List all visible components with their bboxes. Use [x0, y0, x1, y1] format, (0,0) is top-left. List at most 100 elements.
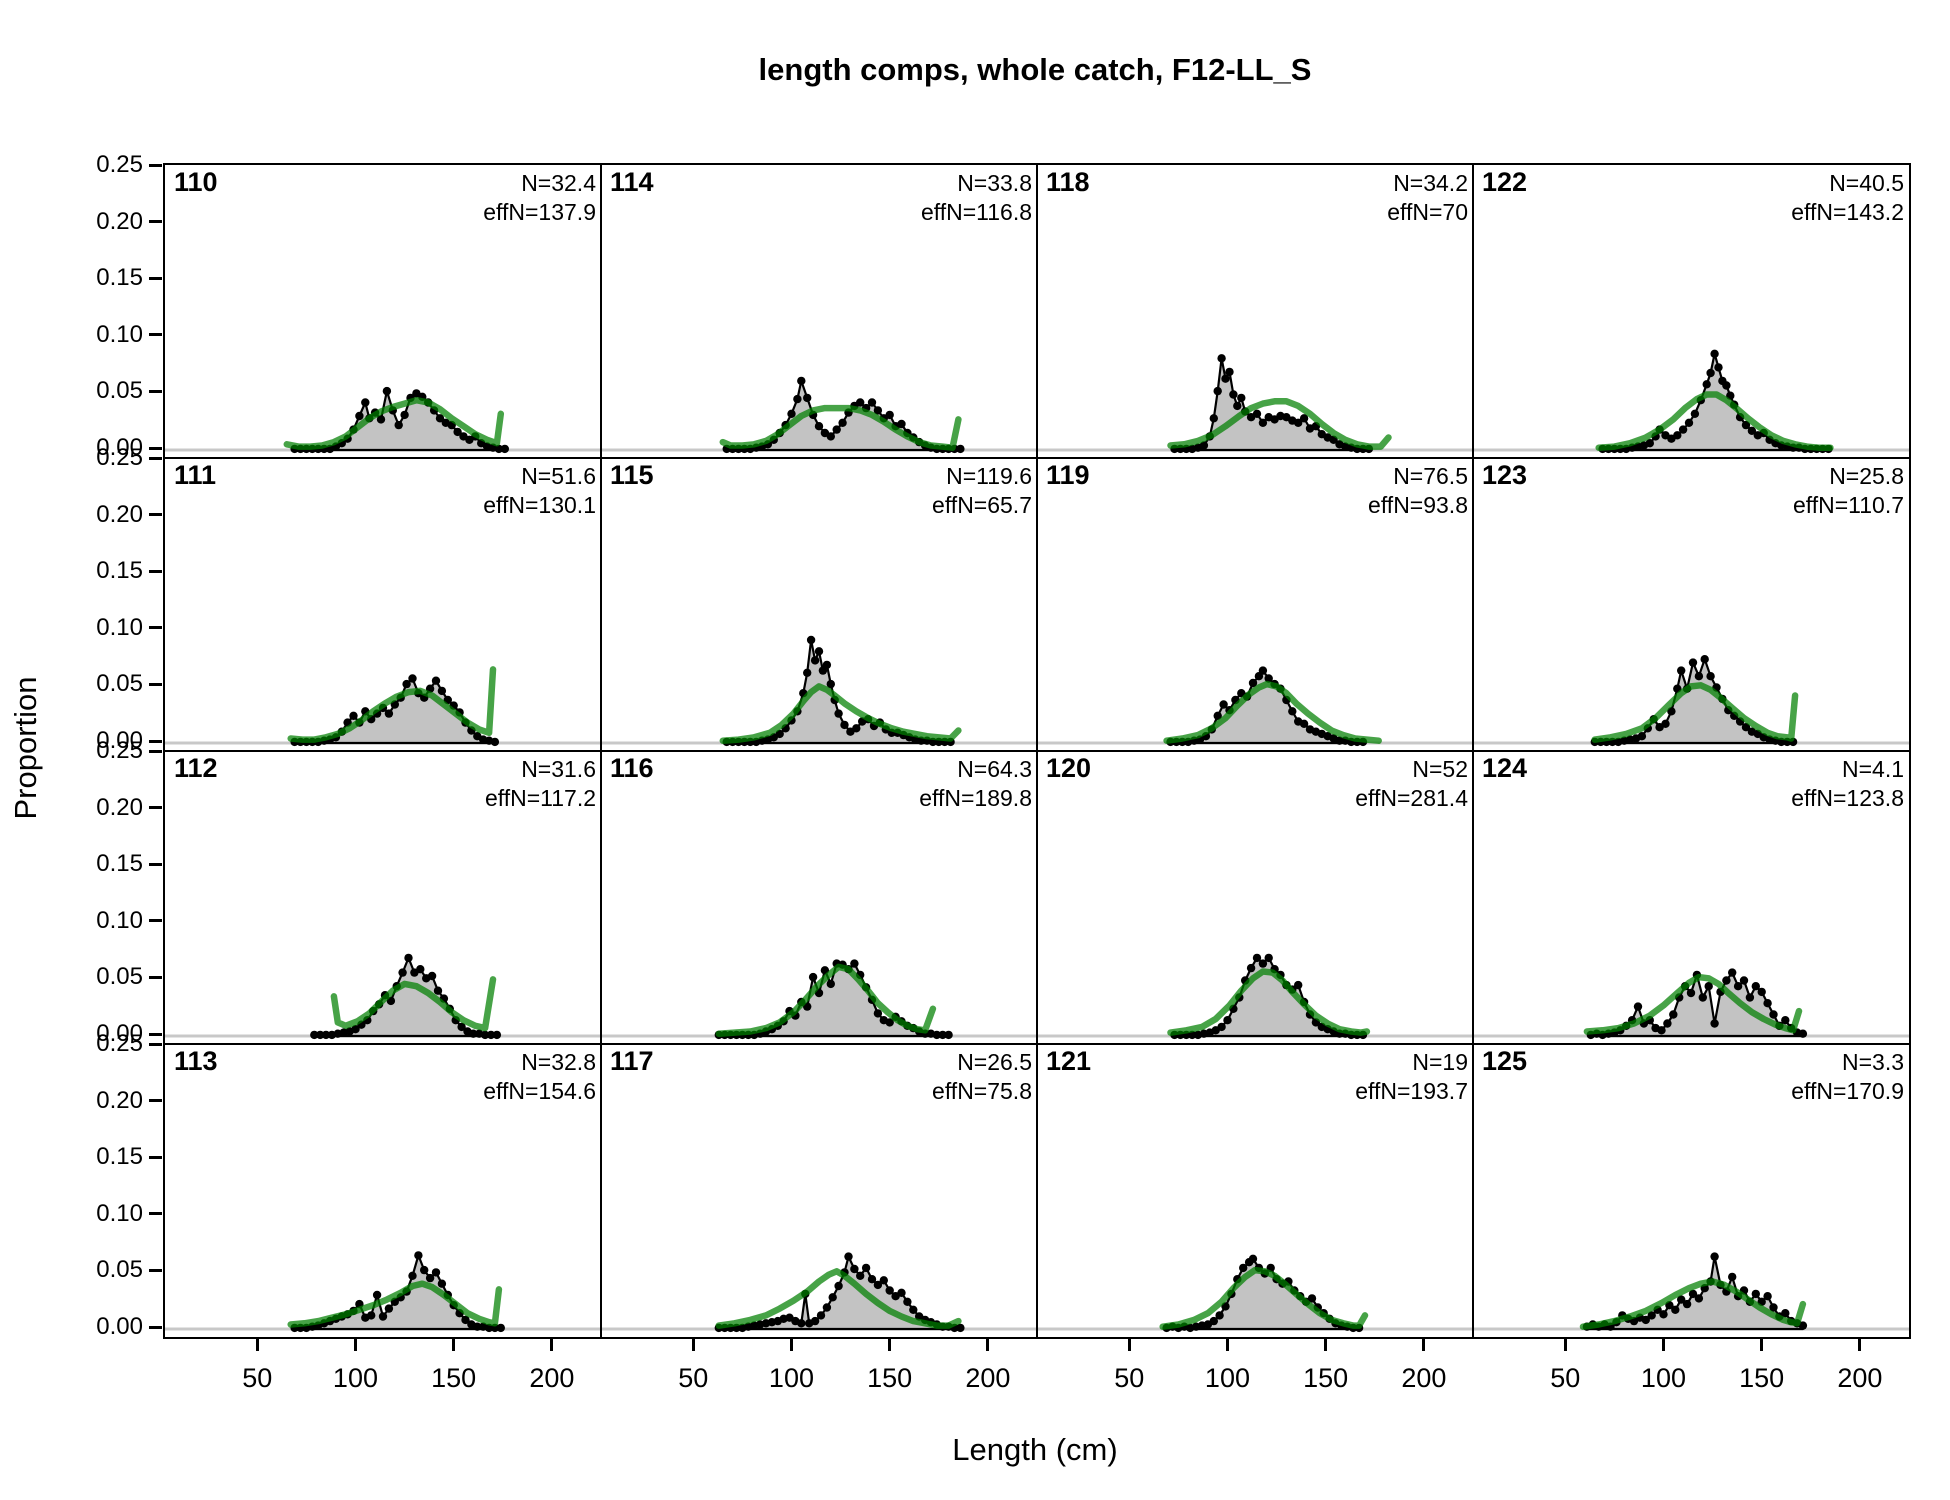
panel-sample-size: N=52 effN=281.4 [1355, 755, 1468, 813]
observed-point [433, 986, 443, 995]
y-axis-tick [149, 163, 162, 167]
observed-point [355, 411, 364, 421]
x-axis-tick-label: 100 [768, 1363, 814, 1393]
y-axis-tick-label: 0.05 [96, 963, 143, 991]
y-axis-tick-label: 0.25 [96, 737, 143, 764]
observed-point [1798, 1029, 1808, 1038]
observed-point [822, 1303, 832, 1312]
panel-canvas [601, 376, 1037, 454]
effn-annotation: effN=137.9 [483, 198, 596, 225]
expected-fit-line [330, 976, 497, 1032]
expected-fit-line [1167, 968, 1371, 1036]
observed-point [1669, 1010, 1678, 1019]
observed-point [885, 410, 894, 420]
observed-point [1248, 678, 1258, 688]
expected-fit-line [715, 1268, 962, 1329]
observed-point [1673, 431, 1682, 440]
observed-point [500, 444, 509, 454]
x-axis-tick-label: 100 [332, 1363, 378, 1393]
observed-point [775, 729, 784, 739]
observed-point [1258, 666, 1268, 675]
observed-point [1781, 1309, 1790, 1318]
observed-point [1710, 1019, 1719, 1028]
observed-point [903, 1297, 912, 1306]
observed-point [832, 425, 841, 434]
panel-sample-size: N=119.6 effN=65.7 [932, 462, 1032, 520]
observed-point [810, 656, 820, 665]
observed-point [1229, 390, 1238, 399]
y-axis-tick [149, 1325, 162, 1329]
observed-point [885, 1018, 894, 1027]
panel-year-label: 124 [1482, 753, 1528, 783]
effn-annotation: effN=123.8 [1791, 784, 1904, 811]
observed-point [361, 398, 370, 407]
x-axis-tick [1760, 1337, 1764, 1351]
y-axis-tick-label: 0.20 [96, 793, 143, 821]
observed-point [793, 394, 802, 404]
y-axis-tick-label: 0.05 [96, 1256, 143, 1284]
panel-canvas [1037, 354, 1473, 454]
observed-point [1763, 1292, 1772, 1301]
subplot-panel-124: 124 N=4.1 effN=123.8 [1473, 751, 1909, 1044]
observed-point [1248, 1254, 1258, 1263]
observed-point [1741, 723, 1751, 732]
observed-point [1288, 707, 1297, 716]
panel-year-label: 117 [610, 1046, 654, 1076]
observed-point [1700, 655, 1709, 664]
panel-canvas [1037, 1254, 1473, 1333]
observed-point [461, 1315, 470, 1325]
observed-point [956, 1323, 965, 1333]
observed-point [469, 1029, 478, 1038]
observed-point [408, 1271, 417, 1280]
n-annotation: N=34.2 [1393, 170, 1468, 196]
panel-sample-size: N=76.5 effN=93.8 [1368, 462, 1468, 520]
observed-point [1769, 1010, 1778, 1019]
observed-point [473, 1322, 482, 1331]
observed-point [1747, 426, 1757, 435]
panel-year-label: 111 [174, 460, 217, 490]
x-axis-tick-label: 150 [867, 1363, 913, 1393]
x-axis-tick [1422, 1337, 1426, 1351]
effn-annotation: effN=116.8 [920, 198, 1032, 225]
observed-point [909, 1305, 918, 1314]
observed-point [879, 1276, 888, 1285]
y-axis-tick-label: 0.25 [96, 444, 143, 471]
x-axis-tick-label: 200 [1837, 1363, 1883, 1393]
expected-fit-line [1167, 398, 1392, 450]
observed-point [1209, 1316, 1218, 1326]
observed-point [838, 418, 847, 427]
y-axis-tick [149, 513, 162, 517]
panel-canvas [1473, 968, 1909, 1040]
y-axis-tick-label: 0.10 [96, 1199, 143, 1227]
observed-point [1233, 401, 1242, 411]
observed-point [856, 398, 865, 407]
observed-point [321, 1030, 331, 1040]
observed-point [956, 444, 965, 454]
panel-year-label: 118 [1046, 167, 1090, 197]
panel-canvas [165, 953, 601, 1040]
observed-point [1722, 976, 1731, 985]
y-axis-tick [149, 456, 162, 460]
y-axis-tick-label: 0.05 [96, 377, 143, 405]
y-axis-tick [149, 626, 162, 630]
y-axis-tick [149, 749, 162, 753]
panel-divider-horizontal [165, 750, 1909, 752]
y-axis-tick-label: 0.20 [96, 1086, 143, 1114]
expected-fit-line [1595, 391, 1834, 451]
y-axis-tick-label: 0.10 [96, 906, 143, 934]
y-axis-tick-label: 0.05 [96, 670, 143, 698]
observed-point [1237, 393, 1246, 403]
observed-point [1757, 987, 1766, 997]
panel-divider-horizontal [165, 1043, 1909, 1045]
observed-point [1217, 354, 1226, 363]
y-axis-tick [149, 1099, 162, 1103]
x-axis-tick-label: 200 [529, 1363, 575, 1393]
panel-canvas [165, 386, 601, 454]
x-axis-tick [1225, 1337, 1229, 1351]
observed-polygon [725, 638, 952, 745]
x-axis-tick [255, 1337, 259, 1351]
observed-point [1217, 1022, 1226, 1032]
n-annotation: N=19 [1412, 1049, 1468, 1075]
observed-point [1299, 719, 1309, 728]
x-axis-tick-label: 100 [1204, 1363, 1250, 1393]
